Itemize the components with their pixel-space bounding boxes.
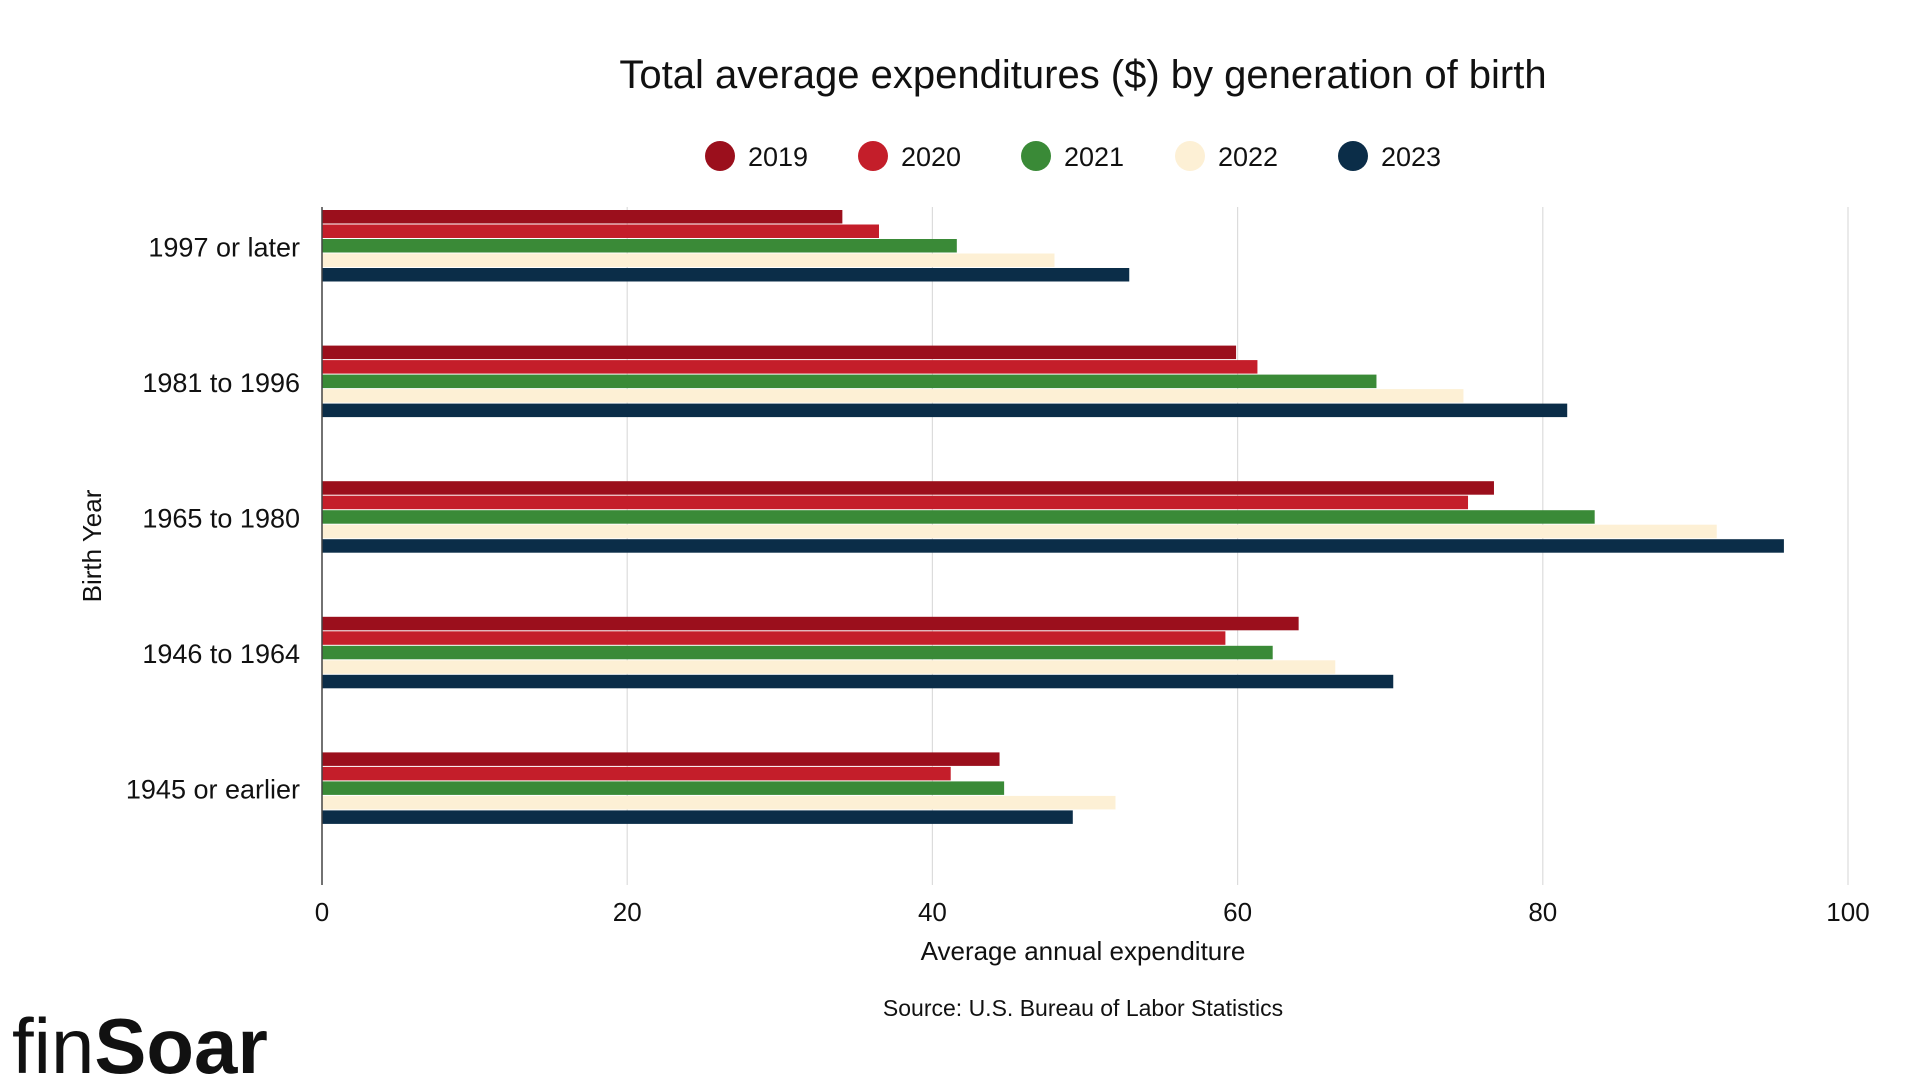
bar-2023-1945-or-earlier bbox=[322, 810, 1073, 824]
bar-2019-1946-to-1964 bbox=[322, 616, 1299, 631]
bar-2020-1981-to-1996 bbox=[322, 360, 1258, 374]
bar-2021-1997-or-later bbox=[322, 239, 957, 253]
bar-2020-1997-or-later bbox=[322, 224, 879, 238]
bar-2021-1946-to-1964 bbox=[322, 645, 1273, 660]
bar-2023-1981-to-1996 bbox=[322, 403, 1568, 418]
x-axis-title: Average annual expenditure bbox=[921, 936, 1246, 966]
category-label-1946-to-1964: 1946 to 1964 bbox=[142, 639, 300, 669]
bar-2022-1981-to-1996 bbox=[322, 389, 1464, 403]
legend-swatch-2020 bbox=[858, 141, 888, 171]
bar-2019-1945-or-earlier bbox=[322, 752, 1000, 766]
legend-item-2019: 2019 bbox=[705, 141, 808, 172]
category-labels: 1997 or later 1981 to 1996 1965 to 1980 194… bbox=[126, 232, 300, 804]
bar-2022-1945-or-earlier bbox=[322, 795, 1116, 810]
bar-2021-1981-to-1996 bbox=[322, 374, 1377, 389]
x-tick-label-40: 40 bbox=[918, 897, 947, 927]
x-tick-labels: 0 20 40 60 80 100 bbox=[315, 897, 1870, 927]
bar-2019-1997-or-later bbox=[322, 210, 843, 224]
bar-2022-1965-to-1980 bbox=[322, 524, 1717, 539]
bar-2022-1997-or-later bbox=[322, 253, 1055, 267]
bar-2023-1965-to-1980 bbox=[322, 539, 1784, 553]
source-note: Source: U.S. Bureau of Labor Statistics bbox=[883, 995, 1283, 1021]
bars bbox=[322, 210, 1784, 824]
legend-swatch-2022 bbox=[1175, 141, 1205, 171]
brand-logo-light: fin bbox=[12, 1002, 94, 1080]
bar-2022-1946-to-1964 bbox=[322, 660, 1336, 674]
legend-item-2022: 2022 bbox=[1175, 141, 1278, 172]
legend-label-2022: 2022 bbox=[1218, 142, 1278, 172]
x-tick-label-20: 20 bbox=[613, 897, 642, 927]
category-label-1981-to-1996: 1981 to 1996 bbox=[142, 368, 300, 398]
legend-item-2020: 2020 bbox=[858, 141, 961, 172]
x-tick-label-80: 80 bbox=[1528, 897, 1557, 927]
legend-label-2020: 2020 bbox=[901, 142, 961, 172]
bar-2020-1965-to-1980 bbox=[322, 495, 1469, 510]
legend-item-2023: 2023 bbox=[1338, 141, 1441, 172]
bar-2020-1945-or-earlier bbox=[322, 766, 951, 781]
category-label-1945-or-earlier: 1945 or earlier bbox=[126, 775, 300, 805]
y-axis-title: Birth Year bbox=[77, 489, 107, 602]
x-tick-label-0: 0 bbox=[315, 897, 329, 927]
brand-logo-bold: Soar bbox=[94, 1002, 267, 1080]
legend-swatch-2021 bbox=[1021, 141, 1051, 171]
svg-text:finSoar: finSoar bbox=[12, 1002, 268, 1080]
legend-label-2021: 2021 bbox=[1064, 142, 1124, 172]
bar-2019-1981-to-1996 bbox=[322, 345, 1237, 360]
chart-title: Total average expenditures ($) by genera… bbox=[619, 53, 1546, 97]
x-tick-label-60: 60 bbox=[1223, 897, 1252, 927]
legend-swatch-2019 bbox=[705, 141, 735, 171]
x-tick-label-100: 100 bbox=[1826, 897, 1869, 927]
brand-logo: finSoar bbox=[12, 1002, 268, 1080]
bar-2019-1965-to-1980 bbox=[322, 481, 1494, 495]
legend-label-2023: 2023 bbox=[1381, 142, 1441, 172]
bar-2021-1965-to-1980 bbox=[322, 510, 1595, 524]
legend: 2019 2020 2021 2022 2023 bbox=[705, 141, 1441, 172]
bar-2023-1946-to-1964 bbox=[322, 674, 1394, 689]
legend-label-2019: 2019 bbox=[748, 142, 808, 172]
category-label-1997-or-later: 1997 or later bbox=[148, 232, 300, 262]
bar-2020-1946-to-1964 bbox=[322, 631, 1226, 645]
legend-swatch-2023 bbox=[1338, 141, 1368, 171]
category-label-1965-to-1980: 1965 to 1980 bbox=[142, 503, 300, 533]
legend-item-2021: 2021 bbox=[1021, 141, 1124, 172]
bar-2023-1997-or-later bbox=[322, 268, 1130, 282]
bar-2021-1945-or-earlier bbox=[322, 781, 1005, 795]
